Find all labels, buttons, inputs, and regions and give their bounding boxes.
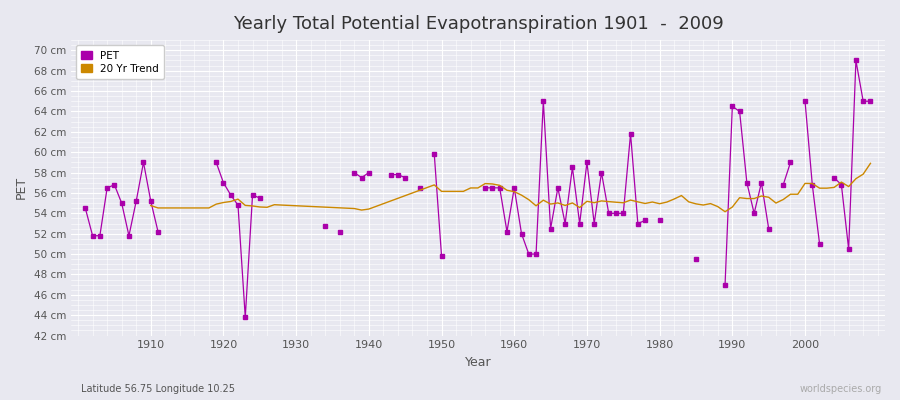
Legend: PET, 20 Yr Trend: PET, 20 Yr Trend [76, 45, 164, 79]
Text: worldspecies.org: worldspecies.org [800, 384, 882, 394]
Title: Yearly Total Potential Evapotranspiration 1901  -  2009: Yearly Total Potential Evapotranspiratio… [232, 15, 724, 33]
Y-axis label: PET: PET [15, 176, 28, 200]
X-axis label: Year: Year [464, 356, 491, 369]
Text: Latitude 56.75 Longitude 10.25: Latitude 56.75 Longitude 10.25 [81, 384, 235, 394]
